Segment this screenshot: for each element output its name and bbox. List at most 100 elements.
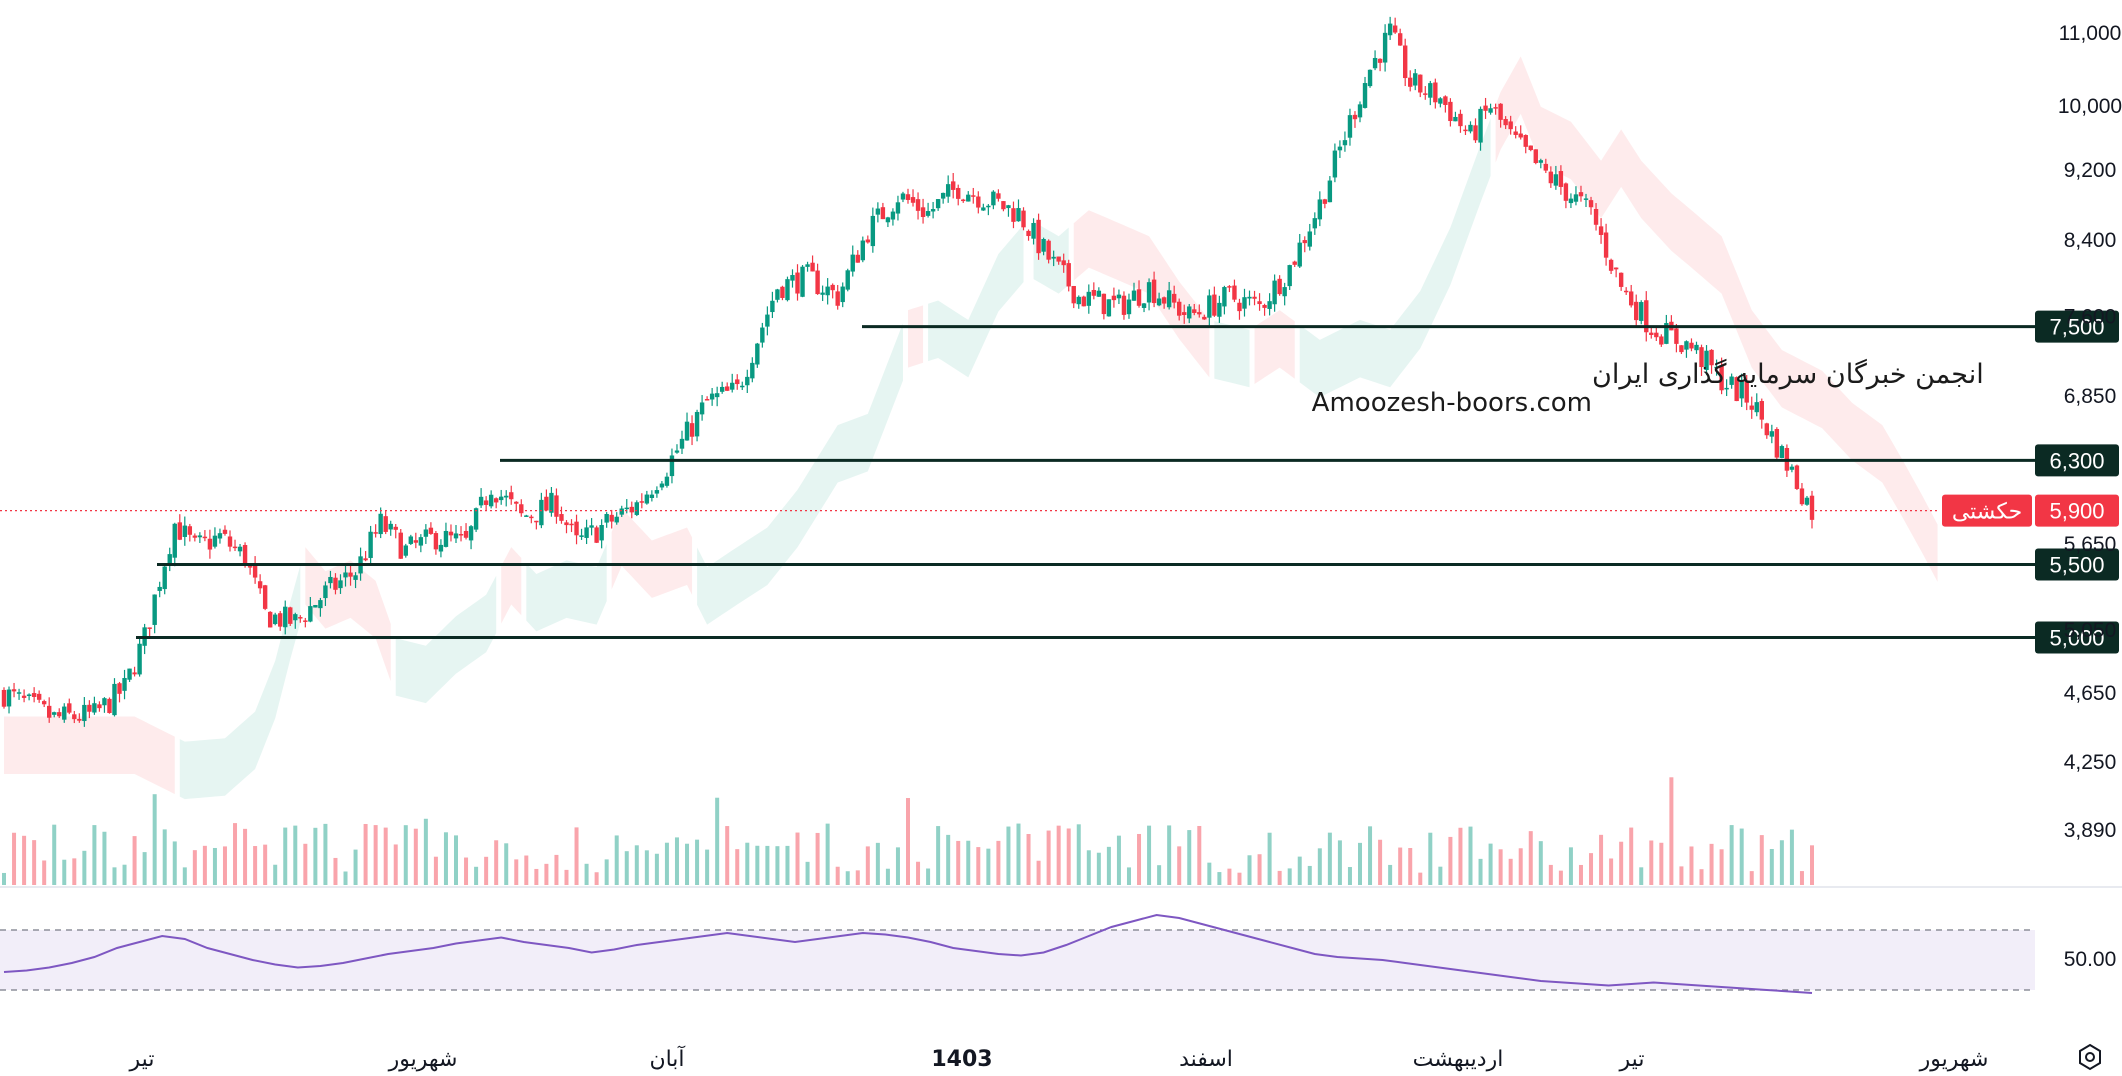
candle-body: [1483, 105, 1488, 111]
candle-body: [1503, 119, 1508, 126]
candle-body: [57, 712, 62, 717]
volume-bar: [875, 842, 880, 885]
candle-body: [1448, 101, 1453, 122]
candle-body: [6, 689, 12, 707]
candle-body: [760, 327, 765, 343]
cloud-bullish: [395, 575, 497, 704]
volume-bar: [243, 828, 248, 885]
volume-bar: [233, 823, 238, 885]
volume-bar: [273, 864, 278, 885]
candle-body: [534, 520, 539, 523]
candle-body: [212, 535, 218, 547]
volume-bar: [172, 841, 177, 885]
candle-body: [1327, 180, 1333, 203]
volume-bar: [62, 859, 67, 885]
candle-body: [1779, 446, 1785, 458]
candle-body: [951, 181, 956, 190]
candle-body: [1699, 347, 1704, 368]
volume-bar: [654, 853, 659, 885]
candle-body: [398, 532, 403, 559]
cloud-bearish: [4, 716, 175, 795]
time-axis[interactable]: تیر شهریور آبان 1403 اسفند اردیبهشت تیر شهریور: [129, 1045, 1989, 1072]
volume-bar: [1327, 832, 1332, 885]
symbol-tag: [1942, 494, 2032, 527]
price-tick-label: 5,650: [2064, 533, 2117, 556]
volume-bar: [1307, 865, 1312, 885]
candle-body: [745, 376, 750, 386]
candle-body: [1774, 429, 1780, 458]
volume-bar: [504, 843, 509, 885]
volume-bar: [574, 827, 579, 885]
cloud-bullish: [1299, 118, 1491, 398]
candle-body: [1066, 263, 1071, 287]
volume-bar: [1378, 839, 1383, 885]
candle-body: [961, 199, 966, 202]
volume-bar: [72, 858, 77, 885]
candle-body: [67, 703, 72, 713]
volume-bar: [102, 831, 107, 885]
volume-bar: [1368, 826, 1373, 885]
candle-body: [1307, 231, 1312, 247]
candle-body: [1166, 290, 1172, 308]
candle-body: [1623, 290, 1629, 293]
volume-bar: [1187, 830, 1192, 885]
candle-body: [639, 501, 645, 503]
candle-body: [1372, 57, 1378, 69]
volume-bar: [484, 856, 489, 885]
candle-body: [257, 581, 263, 589]
candle-body: [1217, 302, 1222, 317]
volume-bar: [122, 864, 127, 885]
candle-body: [62, 706, 67, 720]
volume-bar: [283, 827, 288, 885]
candle-body: [1322, 199, 1328, 204]
candle-body: [1171, 293, 1177, 303]
price-axis[interactable]: 11,000 10,000 9,200 8,400 7,600 6,850 5,650 5,0…: [2058, 22, 2122, 842]
candle-body: [1709, 349, 1714, 366]
candle-body: [1639, 302, 1644, 321]
candle-body: [1096, 290, 1102, 297]
candle-body: [820, 292, 825, 295]
volume-bar: [82, 850, 87, 885]
candle-body: [1488, 108, 1493, 113]
volume-bar: [2, 872, 6, 885]
candle-body: [177, 522, 182, 540]
chart-settings-icon[interactable]: [2079, 1043, 2101, 1071]
candle-body: [1242, 297, 1247, 309]
volume-bar: [1789, 829, 1794, 885]
candle-body: [810, 262, 815, 272]
candle-body: [1187, 306, 1192, 319]
candle-body: [107, 698, 112, 713]
volume-bar: [1147, 825, 1152, 885]
candle-body: [1418, 74, 1423, 93]
volume-bar: [403, 825, 408, 885]
volume-bar: [845, 871, 850, 885]
candle-body: [1704, 350, 1709, 371]
candle-body: [1141, 303, 1147, 308]
volume-bar: [1639, 867, 1644, 885]
volume-bar: [1749, 871, 1754, 885]
volume-bar: [182, 867, 187, 885]
volume-bar: [885, 868, 890, 885]
price-tick-label: 4,250: [2064, 751, 2117, 774]
candle-body: [986, 205, 991, 208]
candle-body: [353, 575, 358, 580]
volume-bar: [313, 827, 318, 885]
volume-bar: [1659, 842, 1664, 885]
volume-bar: [1036, 860, 1041, 885]
candle-body: [493, 498, 499, 503]
candle-body: [589, 525, 594, 528]
candle-body: [845, 270, 850, 290]
volume-bar: [1227, 868, 1232, 885]
volume-bar: [926, 868, 931, 885]
level-tag-label: 7,500: [2049, 315, 2104, 340]
volume-bar: [986, 848, 991, 885]
support-resistance-lines: 7,500 6,300 5,500 5,000 حکشتی 5,900: [0, 310, 2119, 654]
candle-body: [1553, 174, 1559, 186]
candle-body: [16, 692, 22, 694]
candle-body: [343, 572, 348, 578]
candle-body: [885, 217, 891, 223]
candle-body: [905, 194, 911, 200]
candle-body: [1061, 260, 1066, 266]
candle-body: [1593, 208, 1599, 225]
